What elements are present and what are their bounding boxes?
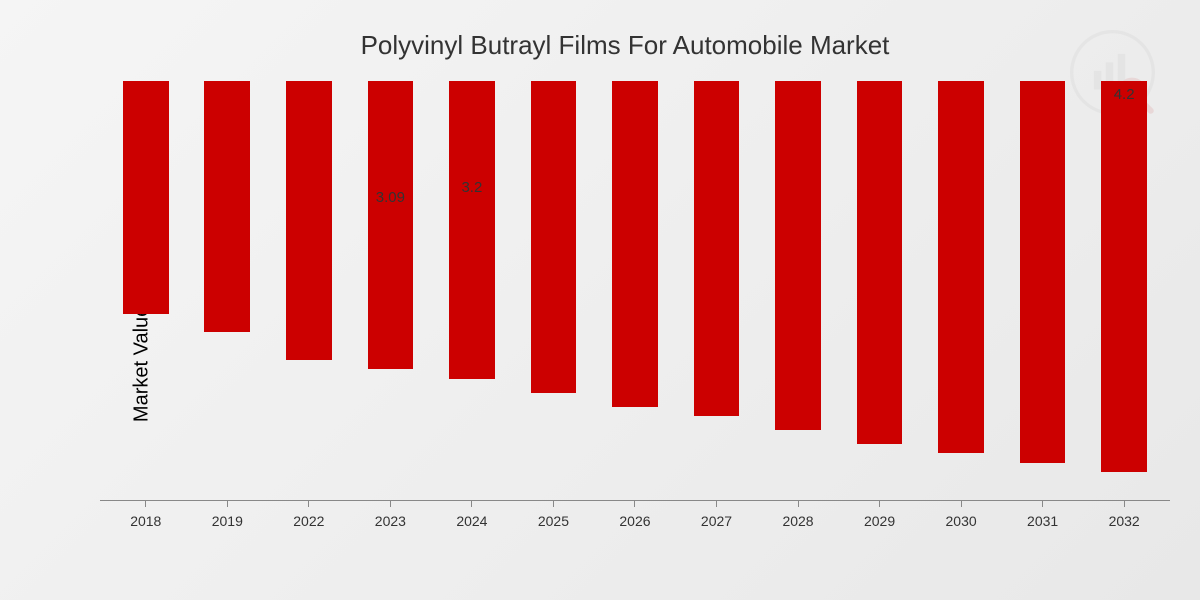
chart-title: Polyvinyl Butrayl Films For Automobile M… — [90, 30, 1160, 61]
bar-group — [676, 81, 758, 500]
x-tick-mark — [145, 501, 146, 507]
x-tick: 2026 — [594, 501, 676, 541]
bar — [204, 81, 250, 332]
x-tick: 2024 — [431, 501, 513, 541]
bars-container: 3.09 3.2 4.2 — [100, 81, 1170, 501]
x-tick-label: 2029 — [864, 513, 895, 529]
bar-group: 3.2 — [431, 81, 513, 500]
bar — [368, 81, 414, 369]
x-tick-label: 2028 — [782, 513, 813, 529]
x-tick-label: 2023 — [375, 513, 406, 529]
x-tick-label: 2019 — [212, 513, 243, 529]
bar-value-label: 4.2 — [1114, 86, 1135, 103]
x-tick-mark — [634, 501, 635, 507]
x-axis: 2018 2019 2022 2023 2024 2025 2026 2027 2028 2029… — [100, 501, 1170, 541]
bar — [449, 81, 495, 379]
bar — [1101, 81, 1147, 472]
bar — [123, 81, 169, 314]
x-tick: 2030 — [920, 501, 1002, 541]
x-tick-label: 2024 — [456, 513, 487, 529]
x-tick-mark — [1042, 501, 1043, 507]
bar-group — [920, 81, 1002, 500]
x-tick: 2028 — [757, 501, 839, 541]
bar-group — [105, 81, 187, 500]
bar — [1020, 81, 1066, 463]
bar — [775, 81, 821, 430]
bar-value-label: 3.09 — [376, 189, 405, 206]
chart-container: Polyvinyl Butrayl Films For Automobile M… — [0, 0, 1200, 600]
x-tick-label: 2022 — [293, 513, 324, 529]
bar — [938, 81, 984, 453]
bar-group — [594, 81, 676, 500]
x-tick-mark — [1124, 501, 1125, 507]
x-tick: 2031 — [1002, 501, 1084, 541]
bar — [857, 81, 903, 444]
x-tick-label: 2025 — [538, 513, 569, 529]
bar-group — [1002, 81, 1084, 500]
x-tick-label: 2031 — [1027, 513, 1058, 529]
x-tick: 2029 — [839, 501, 921, 541]
x-tick-label: 2018 — [130, 513, 161, 529]
x-tick-mark — [390, 501, 391, 507]
x-tick: 2032 — [1083, 501, 1165, 541]
x-tick: 2018 — [105, 501, 187, 541]
bar-group: 4.2 — [1083, 81, 1165, 500]
bar-group — [839, 81, 921, 500]
x-tick-mark — [879, 501, 880, 507]
x-tick-mark — [308, 501, 309, 507]
x-tick: 2025 — [513, 501, 595, 541]
x-tick-mark — [553, 501, 554, 507]
x-tick: 2019 — [187, 501, 269, 541]
x-tick: 2022 — [268, 501, 350, 541]
x-tick-mark — [471, 501, 472, 507]
x-tick-label: 2032 — [1109, 513, 1140, 529]
bar-group — [513, 81, 595, 500]
bar-group — [187, 81, 269, 500]
bar-group — [757, 81, 839, 500]
x-tick: 2023 — [350, 501, 432, 541]
plot-area: 3.093.24.2 20182019202220232024202520262… — [100, 81, 1170, 541]
x-tick: 2027 — [676, 501, 758, 541]
bar — [531, 81, 577, 393]
x-tick-label: 2027 — [701, 513, 732, 529]
x-tick-label: 2026 — [619, 513, 650, 529]
bar — [612, 81, 658, 407]
bar-group: 3.09 — [350, 81, 432, 500]
x-tick-mark — [798, 501, 799, 507]
x-tick-mark — [716, 501, 717, 507]
bar-group — [268, 81, 350, 500]
bar — [286, 81, 332, 360]
x-tick-mark — [227, 501, 228, 507]
bar — [694, 81, 740, 416]
bar-value-label: 3.2 — [461, 179, 482, 196]
x-tick-label: 2030 — [946, 513, 977, 529]
x-tick-mark — [961, 501, 962, 507]
